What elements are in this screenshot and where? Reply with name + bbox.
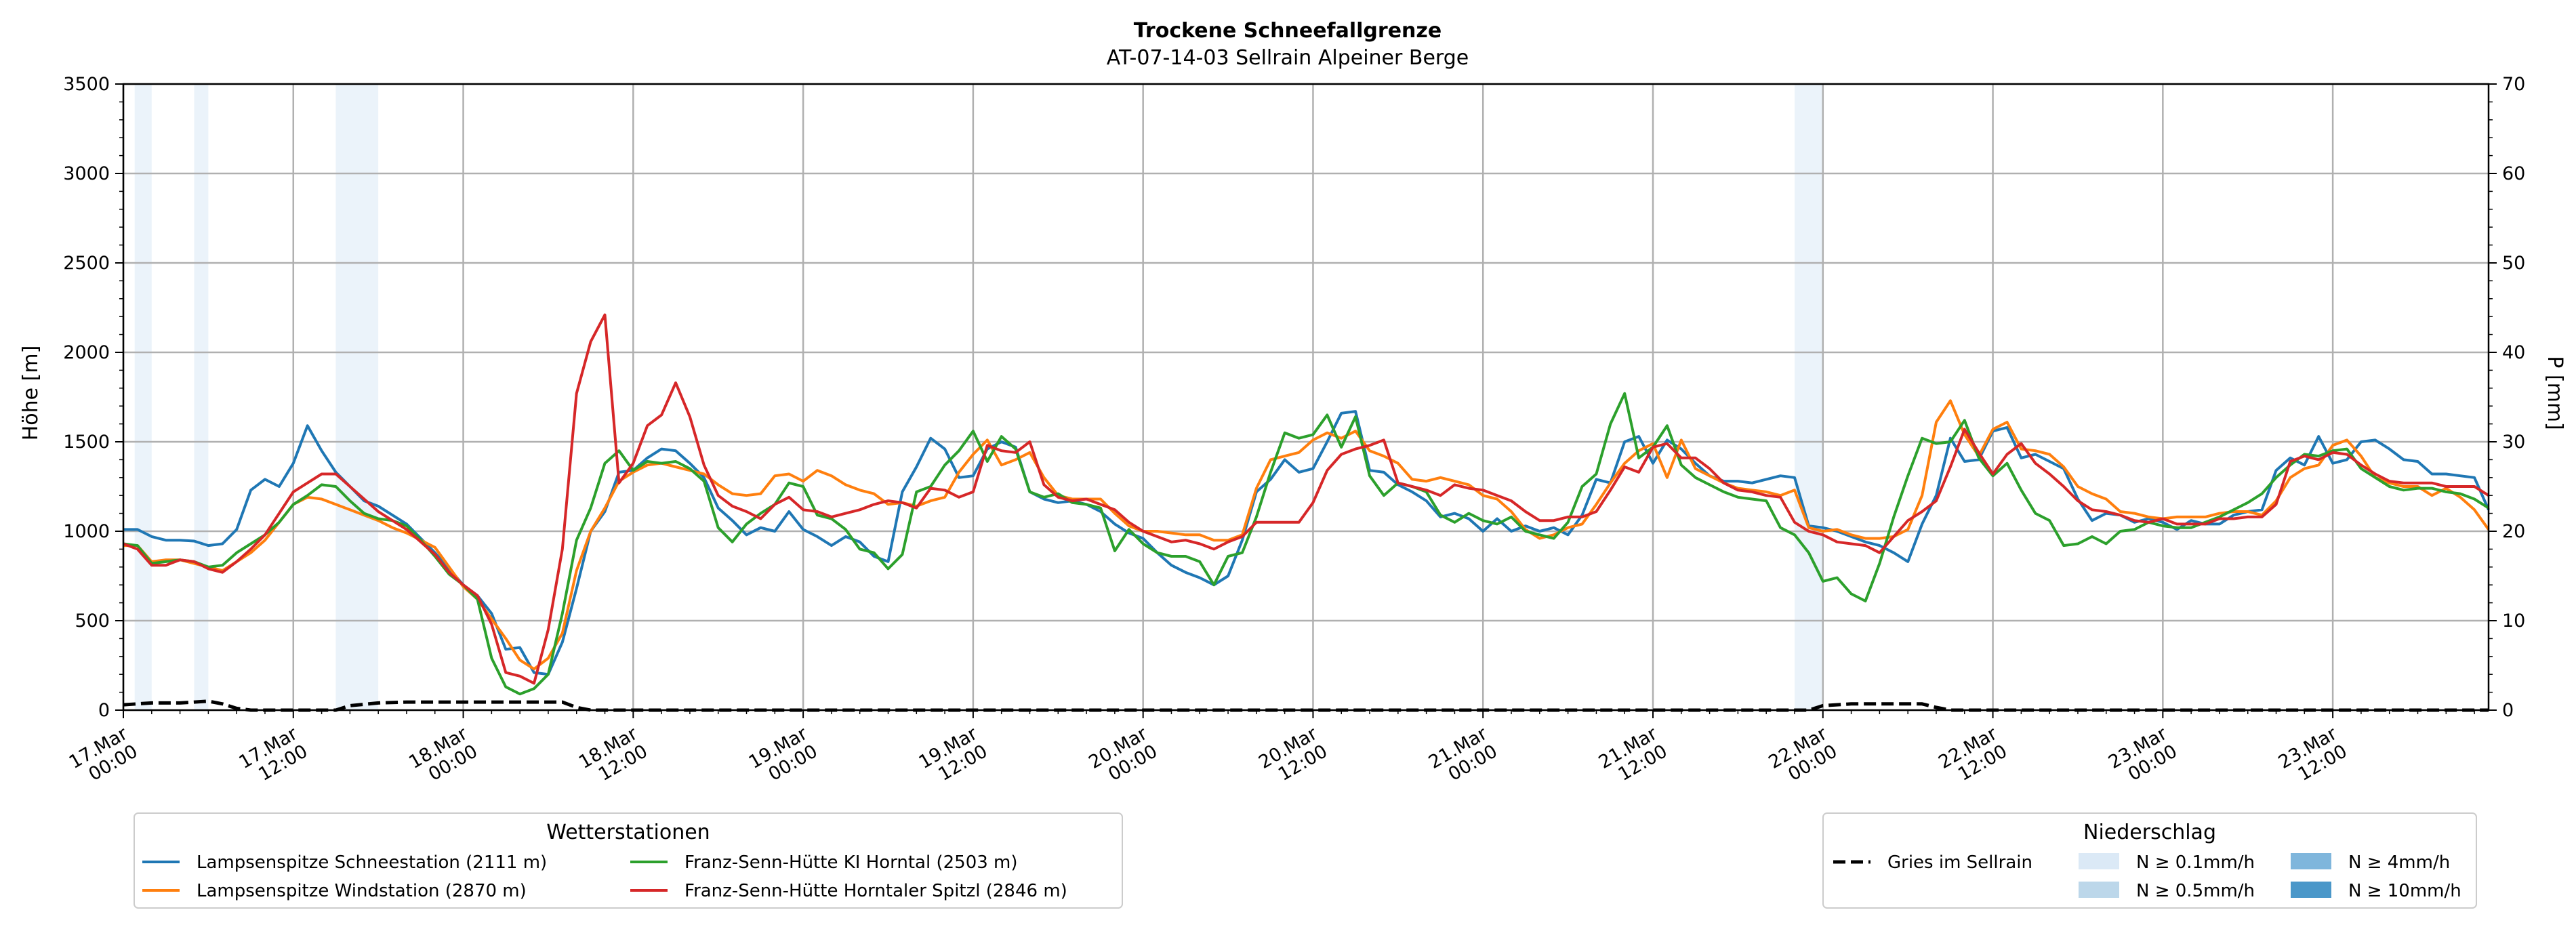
legend-label-n05: N ≥ 0.5mm/h <box>2136 881 2255 901</box>
y-axis-label: Höhe [m] <box>19 346 43 441</box>
x-tick-label-8: 21.Mar00:00 <box>1425 723 1502 791</box>
x-tick-label-2: 18.Mar00:00 <box>405 723 482 791</box>
legend-precip-title: Niederschlag <box>2083 821 2216 844</box>
legend-patch-n05 <box>2079 882 2119 898</box>
legend-label-gries: Gries im Sellrain <box>1887 852 2032 873</box>
legend-precipitation: Niederschlag Gries im Sellrain N ≥ 0.1mm… <box>1822 812 2477 909</box>
chart-subtitle: AT-07-14-03 Sellrain Alpeiner Berge <box>1107 46 1469 70</box>
y2-tick-label-4: 40 <box>2502 342 2525 363</box>
y2-tick-label-0: 0 <box>2502 700 2514 721</box>
x-tick-label-6: 20.Mar00:00 <box>1085 723 1162 791</box>
precipitation-bands <box>134 84 1823 710</box>
legend-patch-n4 <box>2291 853 2331 869</box>
legend-stations-title: Wetterstationen <box>546 821 710 844</box>
x-tick-label-1: 17.Mar12:00 <box>235 723 312 791</box>
x-tick-label-4: 19.Mar00:00 <box>745 723 822 791</box>
y2-tick-label-5: 50 <box>2502 253 2525 274</box>
precip-band-2 <box>335 84 379 710</box>
series-line-2 <box>123 392 2490 696</box>
series-line-4 <box>123 699 2489 712</box>
legend-label-series-3: Franz-Senn-Hütte Horntaler Spitzl (2846 … <box>684 881 1067 901</box>
y2-tick-label-2: 20 <box>2502 521 2525 542</box>
x-ticks: 17.Mar00:00 17.Mar12:00 18.Mar00:00 18.Mar1… <box>66 710 2475 791</box>
y-tick-label-2: 1000 <box>63 521 110 542</box>
y2-ticks: 0 10 20 30 40 50 60 70 <box>2489 74 2525 721</box>
legend-stations-frame <box>134 812 1123 909</box>
y-tick-label-5: 2500 <box>63 253 110 274</box>
grid-lines <box>122 83 2489 711</box>
legend-label-series-2: Franz-Senn-Hütte KI Horntal (2503 m) <box>684 852 1018 873</box>
series-line-0 <box>123 410 2490 676</box>
y-tick-label-1: 500 <box>75 611 110 632</box>
y2-tick-label-7: 70 <box>2502 74 2525 95</box>
y2-tick-label-3: 30 <box>2502 432 2525 453</box>
y-tick-label-0: 0 <box>98 700 110 721</box>
plot-lines <box>123 313 2490 712</box>
y2-tick-label-6: 60 <box>2502 163 2525 184</box>
x-tick-label-11: 22.Mar12:00 <box>1935 723 2011 791</box>
series-line-3 <box>123 313 2490 685</box>
chart-title: Trockene Schneefallgrenze <box>1134 19 1442 43</box>
precip-band-1 <box>194 84 209 710</box>
legend-label-n01: N ≥ 0.1mm/h <box>2136 852 2255 873</box>
series-line-1 <box>123 399 2490 671</box>
y-tick-label-3: 1500 <box>63 432 110 453</box>
legend-patch-n10 <box>2291 882 2331 898</box>
x-tick-label-7: 20.Mar12:00 <box>1255 723 1332 791</box>
legend-label-series-0: Lampsenspitze Schneestation (2111 m) <box>197 852 547 873</box>
legend-label-n10: N ≥ 10mm/h <box>2348 881 2461 901</box>
x-tick-label-12: 23.Mar00:00 <box>2105 723 2182 791</box>
precip-band-0 <box>134 84 152 710</box>
y-tick-label-6: 3000 <box>63 163 110 184</box>
legend-stations: Wetterstationen Lampsenspitze Schneestat… <box>134 812 1123 909</box>
y-tick-label-4: 2000 <box>63 342 110 363</box>
legend-label-n4: N ≥ 4mm/h <box>2348 852 2450 873</box>
legend-patch-n01 <box>2079 853 2119 869</box>
y2-axis-label: P [mm] <box>2543 356 2567 430</box>
x-tick-label-5: 19.Mar12:00 <box>916 723 992 791</box>
legend-label-series-1: Lampsenspitze Windstation (2870 m) <box>197 881 527 901</box>
y-tick-label-7: 3500 <box>63 74 110 95</box>
x-tick-label-3: 18.Mar12:00 <box>575 723 652 791</box>
y2-tick-label-1: 10 <box>2502 611 2525 632</box>
y-ticks: 0 500 1000 1500 2000 2500 3000 3500 <box>63 74 123 721</box>
x-tick-label-10: 22.Mar00:00 <box>1765 723 1841 791</box>
plot-frame <box>122 83 2490 711</box>
x-tick-label-0: 17.Mar00:00 <box>66 723 142 791</box>
precip-band-3 <box>1794 84 1823 710</box>
x-tick-label-9: 21.Mar12:00 <box>1595 723 1672 791</box>
x-tick-label-13: 23.Mar12:00 <box>2275 723 2352 791</box>
